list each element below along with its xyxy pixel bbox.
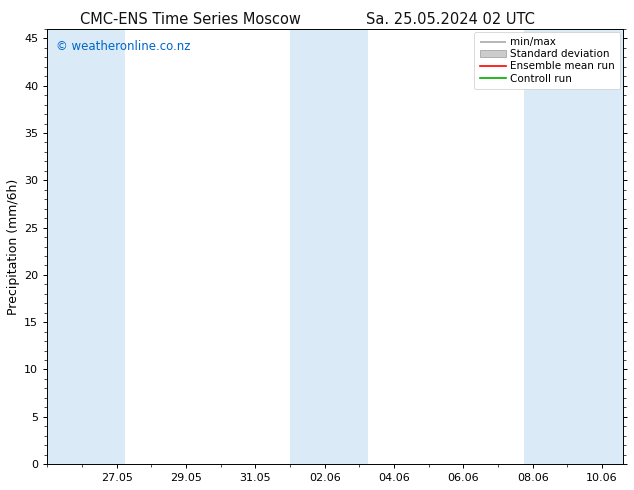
Text: Sa. 25.05.2024 02 UTC: Sa. 25.05.2024 02 UTC bbox=[366, 12, 534, 27]
Bar bbox=[524, 29, 623, 464]
Bar bbox=[48, 29, 126, 464]
Text: CMC-ENS Time Series Moscow: CMC-ENS Time Series Moscow bbox=[80, 12, 301, 27]
Y-axis label: Precipitation (mm/6h): Precipitation (mm/6h) bbox=[7, 178, 20, 315]
Bar bbox=[290, 29, 368, 464]
Text: © weatheronline.co.nz: © weatheronline.co.nz bbox=[56, 40, 190, 53]
Legend: min/max, Standard deviation, Ensemble mean run, Controll run: min/max, Standard deviation, Ensemble me… bbox=[474, 32, 620, 89]
